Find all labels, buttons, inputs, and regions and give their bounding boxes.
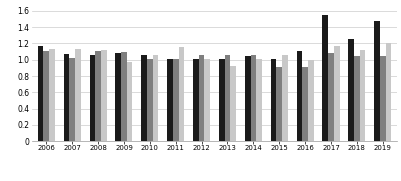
- Bar: [115, 53, 121, 141]
- Bar: [308, 60, 314, 141]
- Bar: [328, 53, 334, 141]
- Bar: [348, 39, 354, 141]
- Bar: [193, 59, 199, 141]
- Bar: [38, 46, 43, 141]
- Bar: [49, 49, 55, 141]
- Bar: [360, 50, 365, 141]
- Bar: [297, 51, 302, 141]
- Bar: [64, 54, 69, 141]
- Bar: [374, 22, 380, 141]
- Bar: [95, 51, 101, 141]
- Bar: [153, 55, 158, 141]
- Bar: [69, 58, 75, 141]
- Bar: [205, 59, 210, 141]
- Bar: [219, 59, 225, 141]
- Bar: [101, 50, 107, 141]
- Bar: [245, 56, 251, 141]
- Bar: [334, 46, 340, 141]
- Bar: [89, 55, 95, 141]
- Bar: [322, 15, 328, 141]
- Bar: [380, 56, 386, 141]
- Bar: [178, 47, 184, 141]
- Bar: [354, 56, 360, 141]
- Bar: [141, 55, 147, 141]
- Bar: [256, 59, 262, 141]
- Bar: [282, 55, 288, 141]
- Bar: [199, 55, 205, 141]
- Bar: [121, 52, 127, 141]
- Bar: [127, 62, 132, 141]
- Bar: [302, 67, 308, 141]
- Bar: [147, 59, 153, 141]
- Bar: [167, 59, 173, 141]
- Bar: [276, 67, 282, 141]
- Bar: [75, 49, 81, 141]
- Bar: [386, 43, 391, 141]
- Bar: [230, 66, 236, 141]
- Bar: [251, 55, 256, 141]
- Bar: [173, 59, 178, 141]
- Bar: [225, 55, 230, 141]
- Bar: [43, 51, 49, 141]
- Bar: [271, 59, 276, 141]
